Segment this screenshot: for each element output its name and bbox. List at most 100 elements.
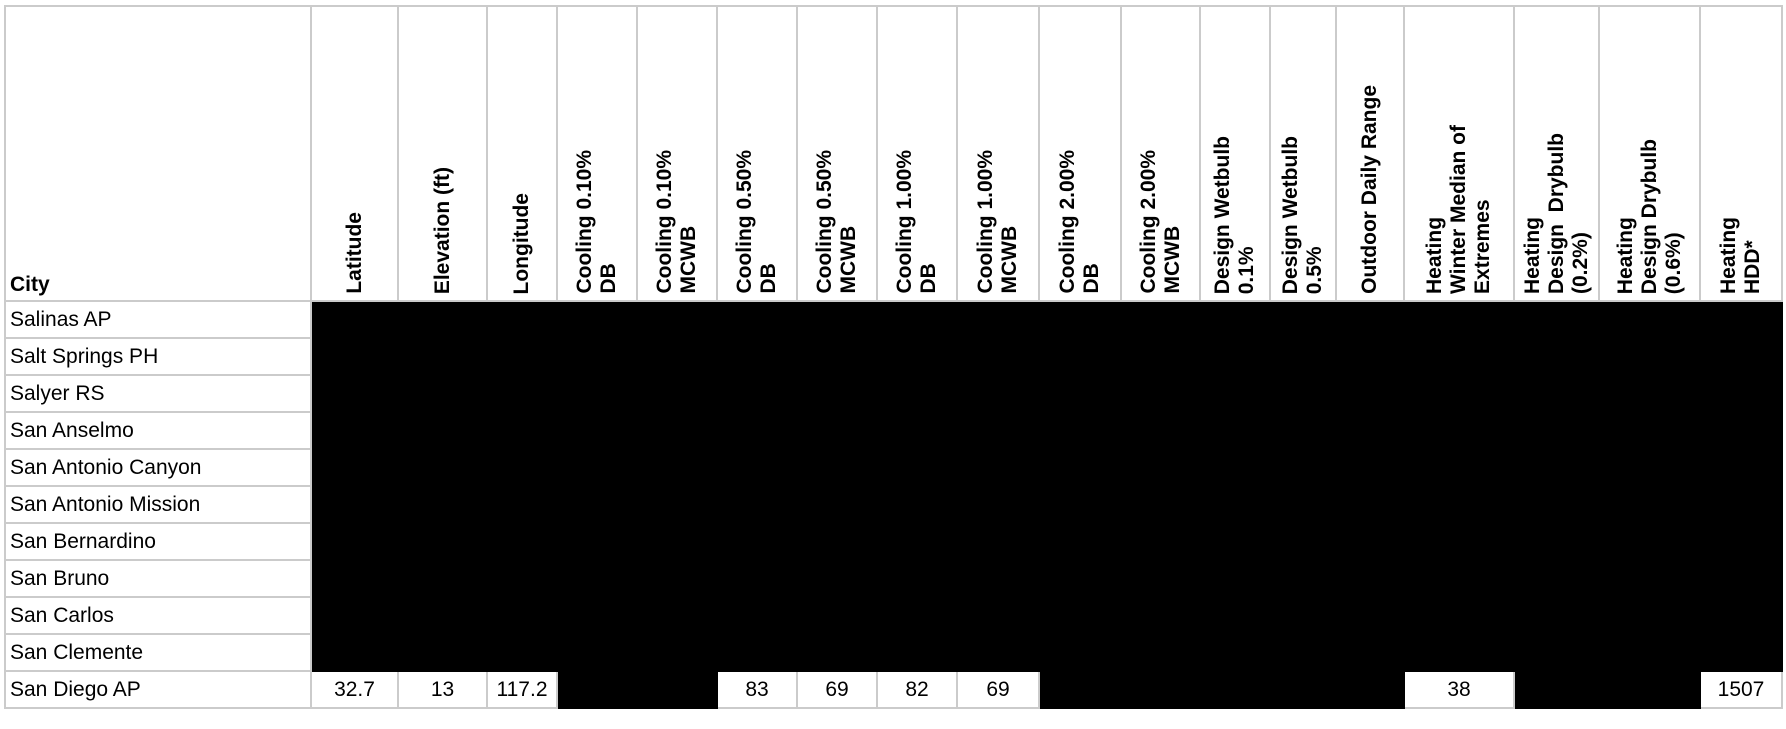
value-cell: 69 bbox=[796, 670, 878, 709]
redacted-cell bbox=[310, 485, 399, 524]
redacted-cell bbox=[1120, 485, 1201, 524]
redacted-cell bbox=[1598, 448, 1701, 487]
redacted-cell bbox=[796, 337, 878, 376]
column-header: Elevation (ft) bbox=[397, 5, 488, 302]
redacted-cell bbox=[956, 337, 1040, 376]
redacted-cell bbox=[1598, 337, 1701, 376]
redacted-cell bbox=[1513, 633, 1600, 672]
redacted-cell bbox=[796, 374, 878, 413]
redacted-cell bbox=[1403, 522, 1515, 561]
redacted-cell bbox=[397, 485, 488, 524]
redacted-cell bbox=[1120, 670, 1201, 709]
redacted-cell bbox=[397, 522, 488, 561]
redacted-cell bbox=[1120, 633, 1201, 672]
redacted-cell bbox=[310, 559, 399, 598]
redacted-cell bbox=[556, 411, 638, 450]
redacted-cell bbox=[1513, 670, 1600, 709]
redacted-cell bbox=[1699, 300, 1783, 339]
redacted-cell bbox=[1120, 411, 1201, 450]
value-cell: 83 bbox=[716, 670, 798, 709]
redacted-cell bbox=[1335, 337, 1405, 376]
column-header-label: Design Wetbulb 0.1% bbox=[1211, 135, 1258, 294]
redacted-cell bbox=[486, 448, 558, 487]
redacted-cell bbox=[397, 300, 488, 339]
value-cell: 32.7 bbox=[310, 670, 399, 709]
value-cell: 13 bbox=[397, 670, 488, 709]
redacted-cell bbox=[1199, 522, 1271, 561]
redacted-cell bbox=[876, 374, 958, 413]
redacted-cell bbox=[1120, 337, 1201, 376]
redacted-cell bbox=[556, 448, 638, 487]
redacted-cell bbox=[1120, 596, 1201, 635]
redacted-cell bbox=[956, 596, 1040, 635]
column-header-label: Cooling 0.50% MCWB bbox=[813, 150, 860, 294]
redacted-cell bbox=[1038, 411, 1122, 450]
redacted-cell bbox=[1199, 670, 1271, 709]
column-header: City bbox=[4, 5, 312, 302]
city-cell: Salyer RS bbox=[4, 374, 312, 413]
redacted-cell bbox=[1335, 485, 1405, 524]
redacted-cell bbox=[1513, 596, 1600, 635]
column-header: Cooling 2.00% DB bbox=[1038, 5, 1122, 302]
redacted-cell bbox=[1269, 374, 1337, 413]
redacted-cell bbox=[716, 337, 798, 376]
redacted-cell bbox=[796, 522, 878, 561]
redacted-cell bbox=[1699, 448, 1783, 487]
redacted-cell bbox=[1269, 300, 1337, 339]
redacted-cell bbox=[1513, 448, 1600, 487]
column-header-label: Cooling 2.00% MCWB bbox=[1136, 150, 1184, 294]
redacted-cell bbox=[1699, 374, 1783, 413]
value-cell: 82 bbox=[876, 670, 958, 709]
city-cell: San Carlos bbox=[4, 596, 312, 635]
column-header: Cooling 0.50% MCWB bbox=[796, 5, 878, 302]
redacted-cell bbox=[1403, 485, 1515, 524]
redacted-cell bbox=[796, 559, 878, 598]
redacted-cell bbox=[1335, 559, 1405, 598]
redacted-cell bbox=[1335, 448, 1405, 487]
redacted-cell bbox=[716, 633, 798, 672]
redacted-cell bbox=[1335, 633, 1405, 672]
redacted-cell bbox=[556, 337, 638, 376]
column-header: Cooling 0.10% MCWB bbox=[636, 5, 718, 302]
redacted-cell bbox=[310, 300, 399, 339]
redacted-cell bbox=[636, 522, 718, 561]
redacted-cell bbox=[1699, 337, 1783, 376]
redacted-cell bbox=[956, 448, 1040, 487]
redacted-cell bbox=[1038, 633, 1122, 672]
redacted-cell bbox=[556, 559, 638, 598]
redacted-cell bbox=[1699, 411, 1783, 450]
redacted-cell bbox=[1120, 448, 1201, 487]
redacted-cell bbox=[956, 300, 1040, 339]
value-cell: 69 bbox=[956, 670, 1040, 709]
redacted-cell bbox=[636, 670, 718, 709]
table-row: San Antonio Mission bbox=[4, 485, 1783, 524]
redacted-cell bbox=[796, 485, 878, 524]
table-row: Salt Springs PH bbox=[4, 337, 1783, 376]
redacted-cell bbox=[1598, 485, 1701, 524]
redacted-cell bbox=[1403, 633, 1515, 672]
city-cell: San Anselmo bbox=[4, 411, 312, 450]
redacted-cell bbox=[636, 300, 718, 339]
redacted-cell bbox=[1199, 448, 1271, 487]
redacted-cell bbox=[796, 596, 878, 635]
redacted-cell bbox=[1513, 337, 1600, 376]
redacted-cell bbox=[956, 633, 1040, 672]
redacted-cell bbox=[876, 596, 958, 635]
redacted-cell bbox=[310, 633, 399, 672]
redacted-cell bbox=[1038, 300, 1122, 339]
redacted-cell bbox=[876, 522, 958, 561]
redacted-cell bbox=[1403, 559, 1515, 598]
redacted-cell bbox=[876, 485, 958, 524]
redacted-cell bbox=[310, 374, 399, 413]
column-header: Design Wetbulb 0.5% bbox=[1269, 5, 1337, 302]
redacted-cell bbox=[876, 633, 958, 672]
redacted-cell bbox=[1120, 559, 1201, 598]
climate-data-table: City Latitude Elevation (ft) Longitude Cooli… bbox=[4, 5, 1783, 709]
redacted-cell bbox=[1598, 670, 1701, 709]
redacted-cell bbox=[397, 559, 488, 598]
redacted-cell bbox=[1269, 596, 1337, 635]
table-row: San Clemente bbox=[4, 633, 1783, 672]
redacted-cell bbox=[1598, 300, 1701, 339]
redacted-cell bbox=[310, 596, 399, 635]
redacted-cell bbox=[397, 411, 488, 450]
